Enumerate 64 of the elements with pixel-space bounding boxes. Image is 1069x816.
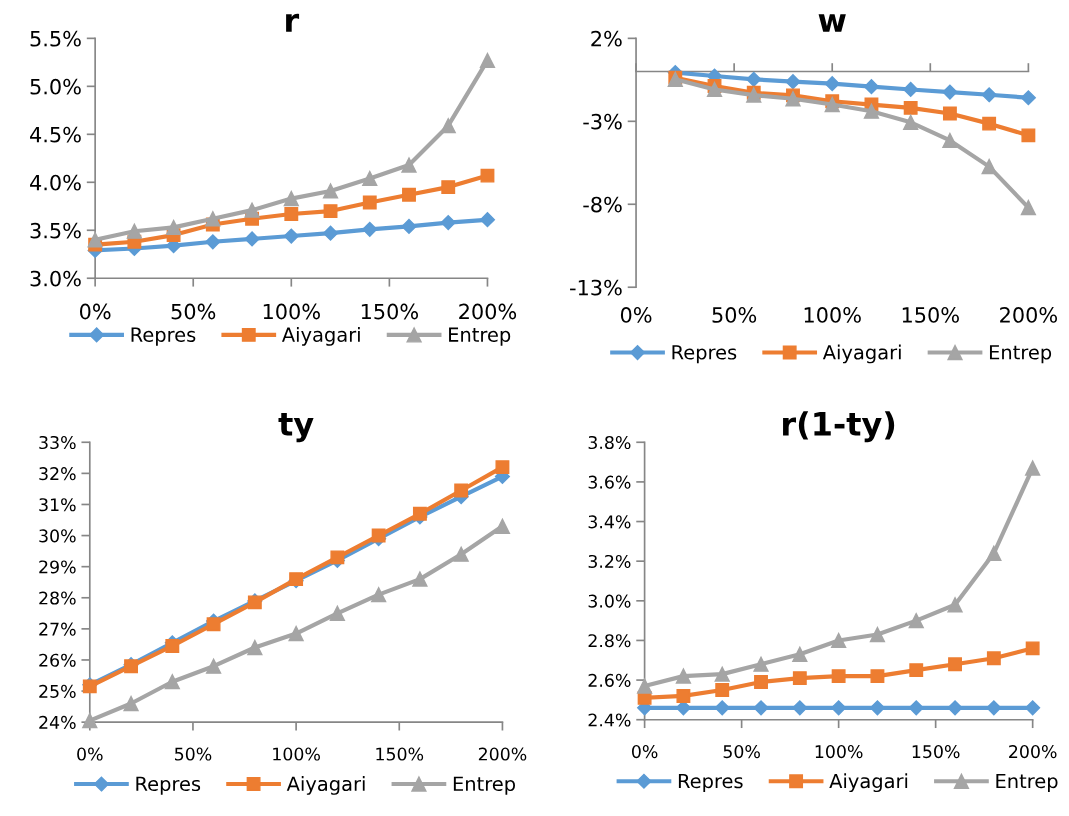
chart-title: w <box>818 14 846 32</box>
x-tick-label: 0% <box>77 747 103 761</box>
x-tick-label: 150% <box>912 745 960 759</box>
y-tick-label: 25% <box>39 684 76 698</box>
legend-label: Entrep <box>996 773 1058 793</box>
x-tick-label: 0% <box>620 307 652 323</box>
y-tick-label: 27% <box>39 622 76 636</box>
y-tick-label: -8% <box>583 196 622 213</box>
x-tick-label: 150% <box>902 307 959 323</box>
x-tick-label: 0% <box>79 303 111 320</box>
legend-label: Entrep <box>453 776 516 795</box>
x-tick-label: 150% <box>361 303 419 320</box>
y-tick-label: 2.4% <box>588 713 631 727</box>
y-tick-label: 2.6% <box>588 673 631 687</box>
x-tick-label: 200% <box>459 303 517 320</box>
y-tick-label: 5.0% <box>30 78 81 95</box>
x-tick-label: 150% <box>376 747 424 761</box>
x-tick-label: 100% <box>273 747 320 761</box>
legend-label: Entrep <box>449 327 511 346</box>
y-tick-label: 4.5% <box>30 126 81 143</box>
legend-label: Aiyagari <box>286 776 365 795</box>
y-tick-label: 24% <box>39 715 76 729</box>
y-tick-label: 5.5% <box>30 30 81 47</box>
x-tick-label: 200% <box>1000 307 1058 323</box>
legend-label: Aiyagari <box>822 344 901 364</box>
legend-label: Repres <box>131 327 196 346</box>
y-tick-label: 4.0% <box>30 174 81 191</box>
y-tick-label: 3.5% <box>30 222 81 239</box>
y-tick-label: 3.8% <box>588 435 631 450</box>
x-tick-label: 50% <box>723 745 760 759</box>
legend-label: Entrep <box>989 345 1052 364</box>
y-tick-label: 2% <box>591 30 622 47</box>
y-tick-label: 26% <box>39 653 76 667</box>
x-tick-label: 200% <box>478 747 527 761</box>
x-tick-label: 100% <box>815 745 863 759</box>
x-tick-label: 0% <box>631 745 658 759</box>
y-tick-label: -3% <box>583 113 622 130</box>
legend-label: Repres <box>678 773 743 793</box>
y-tick-label: 33% <box>39 435 76 450</box>
x-tick-label: 50% <box>171 303 216 320</box>
y-tick-label: 31% <box>39 498 76 512</box>
x-tick-label: 200% <box>1009 745 1057 759</box>
chart-title: r(1-ty) <box>783 411 895 443</box>
chart-title: ty <box>278 412 314 443</box>
y-tick-label: 28% <box>39 591 76 605</box>
y-tick-label: 30% <box>39 529 76 543</box>
y-tick-label: -13% <box>570 279 622 296</box>
y-tick-label: 3.0% <box>588 594 631 608</box>
legend-label: Aiyagari <box>829 773 908 793</box>
legend-label: Repres <box>136 776 201 795</box>
y-tick-label: 3.4% <box>588 515 631 529</box>
y-tick-label: 2.8% <box>588 634 631 648</box>
y-tick-label: 32% <box>39 467 76 481</box>
y-tick-label: 3.2% <box>588 554 631 569</box>
chart-title: r <box>286 13 300 32</box>
y-tick-label: 29% <box>39 560 76 574</box>
x-tick-label: 50% <box>175 747 212 761</box>
x-tick-label: 100% <box>263 303 320 320</box>
y-tick-label: 3.6% <box>588 475 631 489</box>
y-tick-label: 3.0% <box>30 270 81 287</box>
x-tick-label: 100% <box>804 307 861 323</box>
x-tick-label: 50% <box>712 307 757 323</box>
legend-label: Repres <box>672 345 737 364</box>
legend-label: Aiyagari <box>281 326 360 346</box>
